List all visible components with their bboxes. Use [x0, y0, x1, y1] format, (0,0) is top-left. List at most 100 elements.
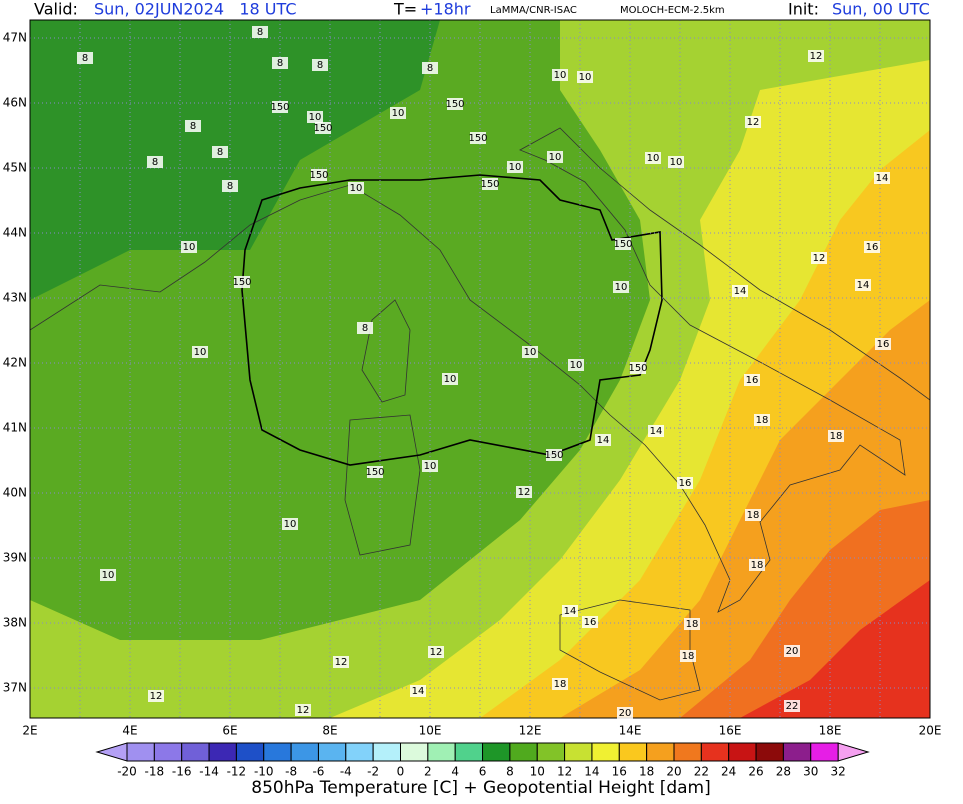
source: LaMMA/CNR-ISAC [490, 5, 577, 16]
colorbar-label: -8 [285, 765, 297, 779]
colorbar-box [509, 742, 538, 762]
colorbar-box [536, 742, 566, 762]
contour-label-bg [595, 434, 611, 446]
contour-label-bg [749, 559, 765, 571]
colorbar-label: 22 [694, 765, 709, 779]
colorbar-label: -6 [312, 765, 324, 779]
lat-label: 43N [3, 291, 27, 305]
colorbar-box [208, 742, 237, 762]
contour-label-bg [754, 414, 770, 426]
contour-label: 14 [597, 435, 610, 446]
colorbar-label: -4 [340, 765, 352, 779]
colorbar-box [235, 742, 265, 762]
contour-label: 14 [564, 606, 577, 617]
contour-label: 10 [570, 360, 583, 371]
colorbar-label: -18 [145, 765, 165, 779]
contour-label-bg [147, 156, 163, 168]
colorbar-box [400, 742, 429, 762]
lon-label: 16E [719, 724, 742, 738]
model: MOLOCH-ECM-2.5km [620, 5, 725, 16]
contour-label: 10 [615, 282, 628, 293]
contour-label: 10 [549, 152, 562, 163]
colorbar-box [728, 742, 757, 762]
init-label: Init: [788, 0, 819, 19]
lat-label: 42N [3, 356, 27, 370]
contour-label-bg [855, 279, 871, 291]
contour-label: 10 [392, 108, 405, 119]
contour-label: 12 [813, 253, 826, 264]
colorbar-box [181, 742, 210, 762]
contour-label-bg [648, 425, 664, 437]
colorbar-box [700, 742, 730, 762]
contour-label-bg [516, 486, 532, 498]
contour-label: 150 [544, 450, 563, 461]
contour-label-bg [222, 180, 238, 192]
contour-label: 18 [830, 431, 843, 442]
lon-label: 20E [919, 724, 942, 738]
colorbar-label: -10 [254, 765, 274, 779]
contour-label-bg [668, 156, 684, 168]
contour-label-bg [875, 338, 891, 350]
contour-label-bg [677, 477, 693, 489]
contour-label: 14 [650, 426, 663, 437]
contour-label-bg [547, 151, 563, 163]
contour-label: 8 [152, 157, 158, 168]
colorbar-label: 8 [506, 765, 514, 779]
contour-label-bg [684, 618, 700, 630]
contour-label-bg [272, 101, 288, 113]
contour-label-bg [552, 69, 568, 81]
lon-label: 12E [519, 724, 542, 738]
contour-label-bg [100, 569, 116, 581]
contour-label: 12 [518, 487, 531, 498]
contour-label: 8 [427, 63, 433, 74]
colorbar-box [782, 742, 812, 762]
contour-label-bg [181, 241, 197, 253]
contour-label-bg [77, 52, 93, 64]
contour-label: 10 [647, 153, 660, 164]
colorbar-label: 16 [612, 765, 627, 779]
lat-label: 41N [3, 421, 27, 435]
contour-label-bg [252, 26, 268, 38]
contour-label-bg [447, 98, 463, 110]
contour-label: 10 [524, 347, 537, 358]
contour-label: 16 [746, 375, 759, 386]
contour-label-bg [522, 346, 538, 358]
contour-label-bg [784, 700, 800, 712]
contour-label-bg [732, 285, 748, 297]
lon-label: 8E [322, 724, 337, 738]
contour-label: 150 [309, 170, 328, 181]
contour-label-bg [307, 111, 323, 123]
colorbar-box [591, 742, 620, 762]
contour-label-bg [348, 182, 364, 194]
lon-label: 10E [419, 724, 442, 738]
contour-label-bg [295, 704, 311, 716]
colorbar-box [427, 742, 456, 762]
contour-label-bg [212, 146, 228, 158]
contour-label: 10 [554, 70, 567, 81]
contour-label-bg [568, 359, 584, 371]
contour-label-bg [864, 241, 880, 253]
colorbar-label: 30 [803, 765, 818, 779]
colorbar-label: 14 [584, 765, 599, 779]
lat-label: 40N [3, 486, 27, 500]
contour-label: 10 [670, 157, 683, 168]
colorbar-label: 4 [451, 765, 459, 779]
contour-label: 10 [509, 162, 522, 173]
contour-label: 150 [365, 467, 384, 478]
contour-label-bg [745, 509, 761, 521]
contour-label: 150 [613, 239, 632, 250]
valid-label: Valid: [34, 0, 78, 19]
contour-label: 150 [270, 102, 289, 113]
contour-label: 16 [679, 478, 692, 489]
contour-label: 150 [232, 277, 251, 288]
init-time: Sun, 00 UTC [832, 0, 930, 19]
contour-label: 10 [309, 112, 322, 123]
colorbar-label: 18 [639, 765, 654, 779]
contour-label-bg [312, 59, 328, 71]
contour-label: 18 [682, 651, 695, 662]
contour-label: 14 [412, 686, 425, 697]
contour-label-bg [367, 466, 383, 478]
colorbar-box [345, 742, 374, 762]
contour-label-bg [390, 107, 406, 119]
